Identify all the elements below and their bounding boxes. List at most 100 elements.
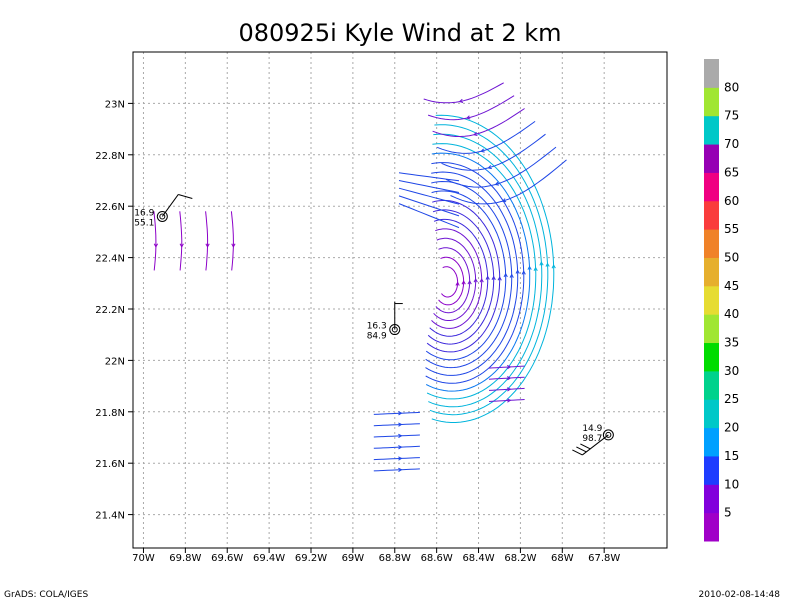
- streamline: [488, 376, 525, 380]
- streamline-arrow: [467, 279, 472, 285]
- streamline-arrow: [472, 131, 478, 137]
- streamline: [230, 211, 234, 271]
- streamline-arrow: [539, 261, 544, 266]
- colorbar-segment: [704, 229, 719, 258]
- station-marker: [602, 429, 614, 441]
- streamline-arrow: [398, 467, 403, 472]
- colorbar-label: 80: [724, 80, 739, 94]
- x-tick-label: 69.6W: [211, 553, 243, 564]
- wind-barb-flag: [572, 449, 583, 456]
- x-tick-label: 68W: [551, 553, 574, 564]
- streamline: [373, 411, 420, 415]
- footer-right: 2010-02-08-14:48: [699, 590, 781, 600]
- x-tick-label: 68.8W: [379, 553, 411, 564]
- streamline: [373, 423, 420, 427]
- y-tick-label: 22.4N: [95, 254, 125, 265]
- streamline: [425, 190, 507, 361]
- streamline: [153, 211, 157, 271]
- wind-barb: [161, 194, 179, 217]
- colorbar-label: 30: [724, 364, 739, 378]
- streamline: [426, 143, 537, 400]
- wind-barb-flag: [580, 443, 591, 450]
- streamline-arrow: [506, 376, 512, 381]
- streamline-arrow: [398, 411, 403, 416]
- streamline-arrow: [398, 456, 403, 461]
- streamline: [205, 211, 209, 271]
- station-value-bottom: 84.9: [367, 332, 387, 342]
- streamline: [435, 247, 471, 314]
- streamline: [445, 146, 557, 188]
- streamline: [441, 266, 459, 298]
- colorbar-segment: [704, 455, 719, 485]
- colorbar-segment: [704, 59, 719, 88]
- wind-barb-flag: [576, 446, 587, 453]
- streamline-arrow: [465, 115, 471, 120]
- streamline-arrow: [455, 281, 460, 286]
- colorbar-segment: [704, 399, 719, 429]
- colorbar-segment: [704, 144, 719, 173]
- station-value-bottom: 55.1: [134, 218, 154, 228]
- colorbar-label: 45: [724, 279, 739, 293]
- colorbar-segment: [704, 370, 719, 400]
- streamline-arrow: [398, 422, 403, 427]
- colorbar-label: 70: [724, 137, 739, 151]
- x-tick-label: 69.4W: [253, 553, 285, 564]
- streamline-arrow: [506, 398, 512, 403]
- streamline: [398, 172, 460, 182]
- colorbar-label: 40: [724, 307, 739, 321]
- streamline: [427, 209, 495, 345]
- y-tick-label: 22N: [105, 356, 125, 367]
- streamline: [450, 159, 567, 205]
- x-tick-label: 68.4W: [462, 553, 494, 564]
- colorbar-segment: [704, 427, 719, 457]
- streamline: [427, 95, 515, 121]
- streamline: [425, 162, 525, 384]
- streamline: [488, 365, 525, 369]
- streamline: [398, 180, 460, 193]
- streamline-arrow: [551, 264, 556, 269]
- streamline-arrow: [473, 278, 478, 283]
- streamline-arrow: [515, 269, 520, 274]
- streamline-arrow: [479, 278, 484, 283]
- x-tick-label: 67.8W: [588, 553, 620, 564]
- streamline-arrow: [545, 262, 550, 267]
- streamline: [432, 108, 525, 137]
- colorbar-segment: [704, 87, 719, 117]
- y-tick-label: 22.2N: [95, 305, 125, 316]
- colorbar-label: 75: [724, 109, 739, 123]
- streamline: [398, 195, 460, 217]
- streamline-arrow: [480, 148, 485, 153]
- colorbar-label: 55: [724, 222, 739, 236]
- station-markers: 16.955.1 16.384.9 14.998.7: [134, 193, 614, 456]
- streamline: [488, 387, 525, 391]
- colorbar-label: 20: [724, 421, 739, 435]
- y-tick-label: 22.6N: [95, 202, 125, 213]
- streamline: [431, 228, 483, 329]
- streamline-arrow: [461, 280, 466, 285]
- colorbar-segment: [704, 314, 719, 344]
- colorbar-segment: [704, 484, 719, 514]
- y-tick-label: 21.4N: [95, 511, 125, 522]
- colorbar: 5 10 15 20 25 30 35 40 45 50 55 60 65 70 75 80: [704, 59, 739, 542]
- streamline-arrow: [533, 266, 538, 272]
- chart-title: 080925i Kyle Wind at 2 km: [238, 19, 561, 47]
- streamline-arrow: [231, 243, 236, 248]
- streamline-arrow: [458, 98, 464, 104]
- colorbar-label: 50: [724, 250, 739, 264]
- colorbar-segment: [704, 512, 719, 542]
- streamline-arrow: [494, 181, 500, 186]
- station-value-top: 16.9: [134, 208, 154, 218]
- grid-lines: [133, 52, 667, 548]
- colorbar-segment: [704, 172, 719, 202]
- streamline-arrow: [506, 387, 512, 392]
- streamline: [373, 445, 420, 449]
- colorbar-label: 5: [724, 506, 732, 520]
- streamline: [398, 187, 460, 205]
- streamline: [426, 199, 501, 353]
- streamline: [373, 457, 420, 461]
- station-value-top: 14.9: [582, 424, 602, 434]
- x-tick-label: 70W: [132, 553, 155, 564]
- streamline: [431, 114, 555, 423]
- streamline: [441, 133, 546, 171]
- y-tick-label: 22.8N: [95, 151, 125, 162]
